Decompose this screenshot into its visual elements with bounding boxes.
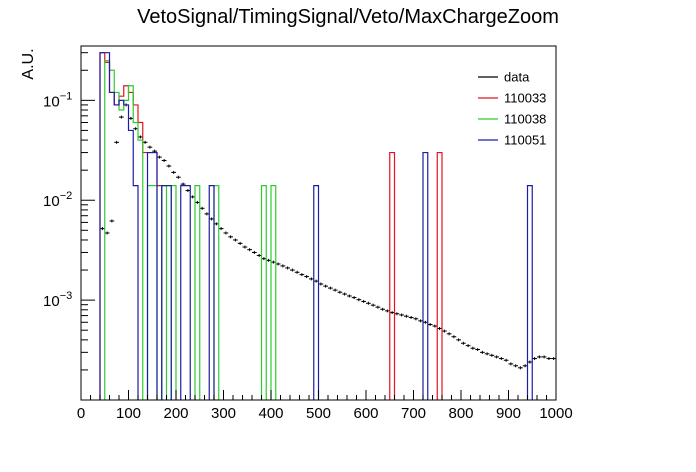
x-tick-label: 100: [116, 405, 141, 422]
legend-label-110038: 110038: [504, 112, 546, 127]
legend-label-data: data: [504, 70, 530, 85]
x-tick-label: 800: [448, 405, 473, 422]
histogram-110051: [99, 52, 533, 400]
legend: data 110033 110038 110051: [478, 70, 546, 148]
y-axis-title: A.U.: [20, 48, 37, 79]
series-110051: [99, 52, 533, 400]
series-data: [100, 103, 556, 370]
x-tick-label: 200: [163, 405, 188, 422]
x-tick-label: 900: [496, 405, 521, 422]
y-tick-label: 10−2: [43, 190, 72, 210]
legend-label-110033: 110033: [504, 91, 546, 106]
x-tick-label: 1000: [539, 405, 572, 422]
axes-layer: 0 100 200 300 400 500 600 700 800 900 1000 10−3 10−2…: [43, 52, 573, 422]
series-layer: [99, 52, 556, 400]
legend-items: data 110033 110038 110051: [478, 70, 546, 148]
x-tick-label: 500: [306, 405, 331, 422]
x-tick-label: 400: [258, 405, 283, 422]
y-tick-label: 10−1: [43, 90, 72, 110]
x-tick-label: 600: [353, 405, 378, 422]
chart-title: VetoSignal/TimingSignal/Veto/MaxChargeZo…: [137, 6, 559, 28]
x-tick-label: 700: [401, 405, 426, 422]
legend-label-110051: 110051: [504, 133, 546, 148]
y-tick-label: 10−3: [43, 290, 72, 310]
x-tick-label: 300: [211, 405, 236, 422]
x-tick-label: 0: [77, 405, 85, 422]
